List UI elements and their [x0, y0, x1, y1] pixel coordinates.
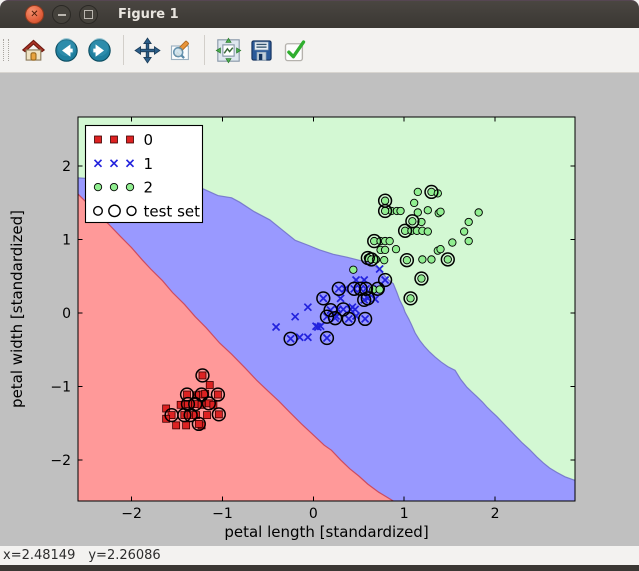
x-axis-label: petal length [standardized]: [224, 523, 428, 541]
svg-text:2: 2: [62, 159, 71, 175]
back-arrow-icon: [55, 37, 78, 62]
statusbar: x=2.48149 y=2.26086: [0, 546, 639, 565]
svg-text:−1: −1: [50, 379, 71, 395]
toolbar-home-button[interactable]: [17, 31, 50, 70]
minimize-icon: [57, 13, 66, 16]
svg-text:1: 1: [400, 506, 409, 522]
decision-region-plot: −2 −1 0 1 2 −2 −1 0 1 2 petal length [standardized…: [8, 116, 576, 541]
configure-subplots-icon: [215, 37, 242, 63]
toolbar-pan-button[interactable]: [131, 31, 164, 70]
home-icon: [21, 39, 46, 61]
toolbar-separator: [123, 35, 124, 65]
forward-arrow-icon: [88, 37, 111, 62]
toolbar-save-button[interactable]: [245, 31, 278, 70]
pan-arrows-icon: [134, 36, 161, 64]
checkmark-icon: [284, 39, 306, 61]
maximize-button[interactable]: [79, 5, 98, 24]
toolbar-zoom-button[interactable]: [164, 31, 197, 70]
toolbar-separator: [204, 35, 205, 65]
plot-toolbar: [0, 28, 639, 73]
maximize-icon: [84, 10, 93, 19]
svg-text:test set: test set: [144, 202, 201, 220]
svg-text:0: 0: [62, 306, 71, 322]
titlebar[interactable]: ✕ Figure 1: [0, 0, 639, 28]
svg-text:2: 2: [144, 179, 154, 197]
series-2: [349, 187, 483, 303]
toolbar-forward-button[interactable]: [83, 31, 116, 70]
svg-text:1: 1: [144, 155, 154, 173]
toolbar-grip[interactable]: [3, 39, 9, 61]
axis-ticks: [78, 117, 575, 501]
cursor-y-readout: y=2.26086: [88, 548, 161, 563]
svg-text:−2: −2: [121, 506, 142, 522]
svg-text:0: 0: [309, 506, 318, 522]
legend: 0 1 2 test set: [84, 124, 204, 224]
window-bottom-edge: [0, 565, 639, 571]
series-test-set: [164, 184, 455, 432]
cursor-x-readout: x=2.48149: [3, 548, 76, 563]
svg-text:0: 0: [144, 131, 154, 149]
svg-text:1: 1: [62, 233, 71, 249]
axes-frame: [77, 116, 576, 502]
minimize-button[interactable]: [52, 5, 71, 24]
svg-text:−1: −1: [212, 506, 233, 522]
svg-text:2: 2: [491, 506, 500, 522]
toolbar-confirm-button[interactable]: [278, 31, 311, 70]
toolbar-back-button[interactable]: [50, 31, 83, 70]
save-floppy-icon: [251, 39, 272, 61]
svg-text:−2: −2: [50, 453, 71, 469]
close-icon: ✕: [30, 8, 39, 20]
y-axis-label: petal width [standardized]: [8, 210, 26, 408]
close-button[interactable]: ✕: [25, 5, 44, 24]
window-title: Figure 1: [118, 7, 179, 22]
figure-canvas[interactable]: −2 −1 0 1 2 −2 −1 0 1 2 petal length [standardized…: [0, 73, 639, 546]
zoom-rect-icon: [170, 40, 189, 60]
toolbar-configure-subplots-button[interactable]: [212, 31, 245, 70]
tick-labels: −2 −1 0 1 2 −2 −1 0 1 2: [50, 159, 499, 522]
